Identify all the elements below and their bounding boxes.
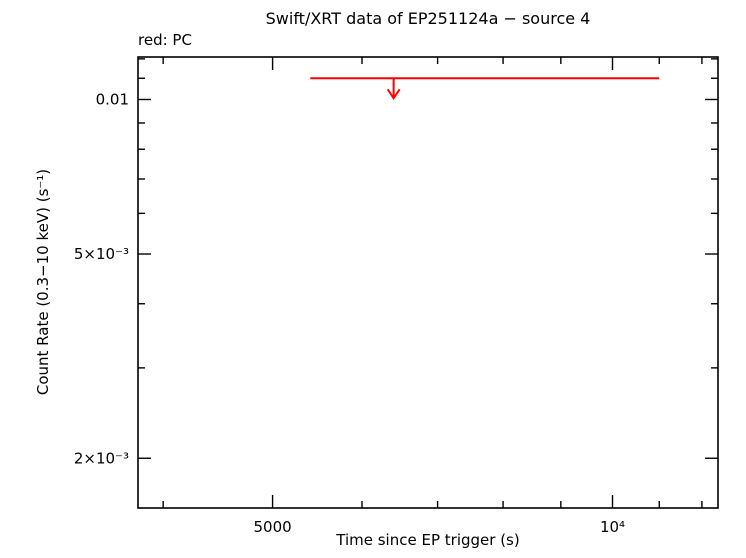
upper-limit-arrow-head <box>386 88 401 101</box>
mode-annotation: red: PC <box>138 31 192 49</box>
y-tick-label: 2×10⁻³ <box>74 449 129 467</box>
plot-area: 5000 10⁴ 0.01 5×10⁻³ 2×10⁻³ <box>74 56 719 536</box>
y-axis-label: Count Rate (0.3−10 keV) (s⁻¹) <box>34 169 52 395</box>
x-axis-label: Time since EP trigger (s) <box>335 531 519 549</box>
chart-title: Swift/XRT data of EP251124a − source 4 <box>266 9 591 28</box>
x-tick-label: 10⁴ <box>600 518 625 536</box>
plot-frame <box>137 56 719 509</box>
x-tick-label: 5000 <box>253 518 291 536</box>
y-tick-label: 0.01 <box>96 90 129 108</box>
y-tick-label: 5×10⁻³ <box>74 245 129 263</box>
